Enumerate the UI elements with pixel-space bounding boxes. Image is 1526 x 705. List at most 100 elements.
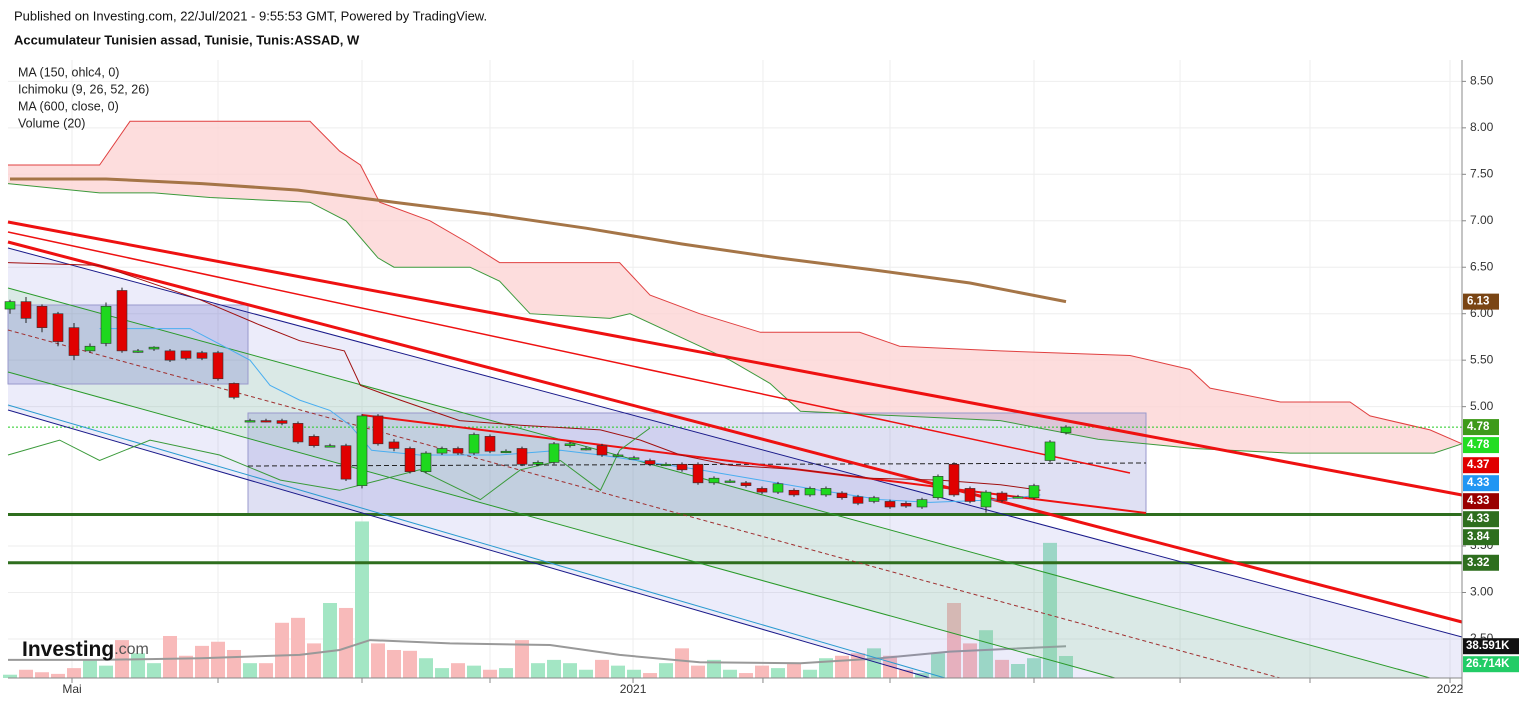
candle-body xyxy=(724,480,736,483)
volume-bar xyxy=(387,649,401,678)
trend-line xyxy=(7,371,1116,679)
candle-body xyxy=(260,420,272,423)
price-label: 4.37 xyxy=(1467,459,1489,471)
trend-line xyxy=(7,409,931,679)
candle-body xyxy=(532,462,544,465)
candle-body xyxy=(164,350,176,361)
candle-body xyxy=(836,492,848,499)
trend-line xyxy=(7,404,946,679)
price-label: 6.13 xyxy=(1467,296,1489,308)
volume-bar xyxy=(227,649,241,678)
candle-body xyxy=(36,305,48,328)
volume-label-box xyxy=(1463,638,1519,655)
candle-body xyxy=(692,463,704,484)
candle-body xyxy=(516,448,528,465)
candle-body xyxy=(788,489,800,496)
x-tick-label: 2022 xyxy=(1437,682,1464,696)
price-label: 4.78 xyxy=(1467,421,1490,433)
volume-bar xyxy=(195,645,209,678)
price-label-box xyxy=(1463,419,1499,436)
volume-bar xyxy=(1043,542,1057,678)
indicator-line xyxy=(7,262,1041,491)
volume-bar xyxy=(675,648,689,678)
channel-fill xyxy=(8,248,1462,678)
volume-bar xyxy=(739,673,753,678)
candle-body xyxy=(308,436,320,446)
y-tick-label: 5.50 xyxy=(1470,352,1494,366)
volume-bar xyxy=(1059,655,1073,678)
price-label: 4.33 xyxy=(1467,477,1489,489)
y-tick-label: 8.00 xyxy=(1470,120,1494,134)
volume-ma-line xyxy=(8,639,1067,665)
indicator-line xyxy=(10,177,1067,304)
volume-bar xyxy=(3,674,17,678)
logo: Investing.com xyxy=(22,638,149,661)
volume-bar xyxy=(835,655,849,678)
candle-body xyxy=(484,436,496,452)
volume-bar xyxy=(723,669,737,678)
candle-body xyxy=(644,460,656,465)
candle-body xyxy=(292,423,304,443)
candle-body xyxy=(1012,496,1024,499)
candle-body xyxy=(116,290,128,352)
volume-bar xyxy=(1027,658,1041,678)
candle-body xyxy=(20,301,32,319)
candle-body xyxy=(500,450,512,454)
volume-bar xyxy=(339,607,353,678)
volume-bar xyxy=(211,641,225,678)
y-tick-label: 7.00 xyxy=(1470,213,1494,227)
candle-body xyxy=(932,476,944,499)
volume-bar xyxy=(627,669,641,678)
candle-body xyxy=(548,443,560,463)
volume-bar xyxy=(643,673,657,678)
volume-bar xyxy=(659,663,673,678)
volume-bar xyxy=(243,663,257,678)
price-label-box xyxy=(1463,475,1499,492)
candle-body xyxy=(660,463,672,467)
y-tick-label: 7.50 xyxy=(1470,166,1494,180)
volume-label-box xyxy=(1463,656,1519,673)
price-label: 4.33 xyxy=(1467,495,1489,507)
candle-body xyxy=(276,420,288,424)
candle-body xyxy=(996,492,1008,501)
candle-body xyxy=(212,352,224,380)
volume-bar xyxy=(819,658,833,678)
trend-line xyxy=(7,220,1463,497)
candle-body xyxy=(1028,485,1040,499)
trend-line xyxy=(7,247,1463,638)
price-label: 4.33 xyxy=(1467,513,1489,525)
volume-bar xyxy=(259,663,273,678)
volume-bar xyxy=(435,668,449,678)
volume-bar xyxy=(147,663,161,678)
y-tick-label: 5.00 xyxy=(1470,399,1494,413)
candle-body xyxy=(868,497,880,502)
volume-bar xyxy=(19,669,33,678)
range-box xyxy=(7,304,249,385)
candle-body xyxy=(900,502,912,507)
price-label-box xyxy=(1463,457,1499,474)
candle-body xyxy=(676,463,688,471)
volume-bar xyxy=(579,669,593,678)
symbol-title: Accumulateur Tunisien assad, Tunisie, Tu… xyxy=(14,32,360,47)
volume-bar xyxy=(35,672,49,678)
candle-body xyxy=(1044,441,1056,461)
volume-bar xyxy=(995,659,1009,678)
candle-body xyxy=(708,477,720,484)
candle-body xyxy=(772,483,784,493)
volume-bar xyxy=(947,603,961,678)
volume-bar xyxy=(515,640,529,678)
legend-entry: Ichimoku (9, 26, 52, 26) xyxy=(18,82,149,96)
legend-entry: MA (150, ohlc4, 0) xyxy=(18,65,119,79)
volume-bar xyxy=(67,668,81,678)
candle-body xyxy=(404,448,416,472)
candle-body xyxy=(1060,426,1072,433)
volume-bar xyxy=(83,659,97,678)
candle-body xyxy=(340,445,352,480)
candle-body xyxy=(100,305,112,344)
candle-body xyxy=(980,491,992,508)
volume-bar xyxy=(787,663,801,678)
volume-bar xyxy=(611,665,625,678)
candle-body xyxy=(84,345,96,352)
candle-body xyxy=(148,346,160,350)
volume-bar xyxy=(707,659,721,678)
